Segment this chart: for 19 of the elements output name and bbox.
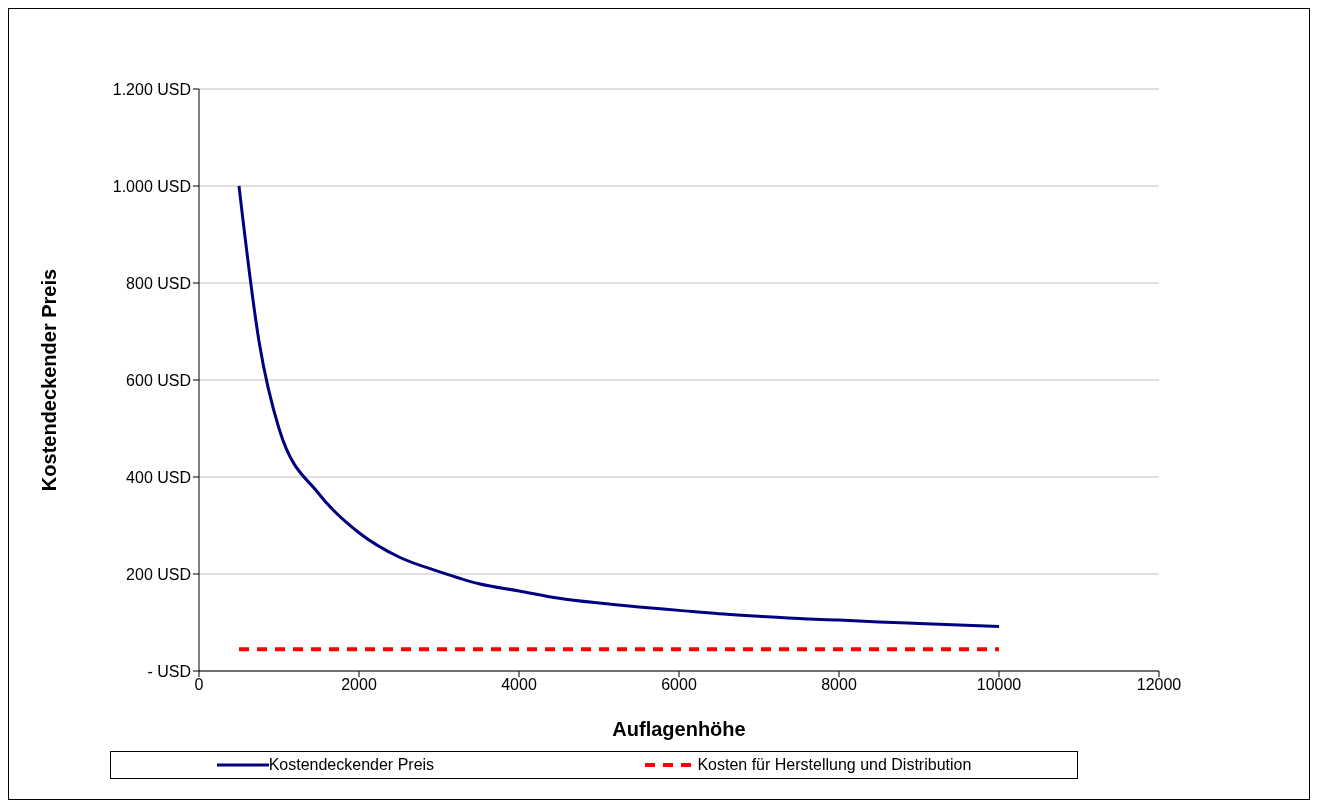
x-tick-label: 12000 — [1136, 676, 1182, 694]
x-tick-label: 0 — [194, 676, 204, 694]
x-axis-title: Auflagenhöhe — [612, 718, 746, 740]
x-tick-label: 10000 — [976, 676, 1022, 694]
y-tick-label: 200 USD — [126, 565, 191, 583]
x-tick-label: 2000 — [341, 676, 377, 694]
y-tick-label: 400 USD — [126, 468, 191, 486]
y-tick-label: 600 USD — [126, 371, 191, 389]
x-tick-label: 6000 — [661, 676, 697, 694]
y-tick-label: - USD — [147, 662, 191, 680]
legend-label: Kosten für Herstellung und Distribution — [697, 756, 972, 774]
x-tick-label: 8000 — [821, 676, 857, 694]
legend-label: Kostendeckender Preis — [268, 756, 435, 774]
line-series — [237, 184, 1001, 628]
x-tick-label: 4000 — [501, 676, 537, 694]
y-tick-label: 1.000 USD — [112, 177, 191, 195]
y-tick-label: 1.200 USD — [112, 80, 191, 98]
y-axis-title: Kostendeckender Preis — [38, 268, 61, 492]
y-tick-label: 800 USD — [126, 274, 191, 292]
